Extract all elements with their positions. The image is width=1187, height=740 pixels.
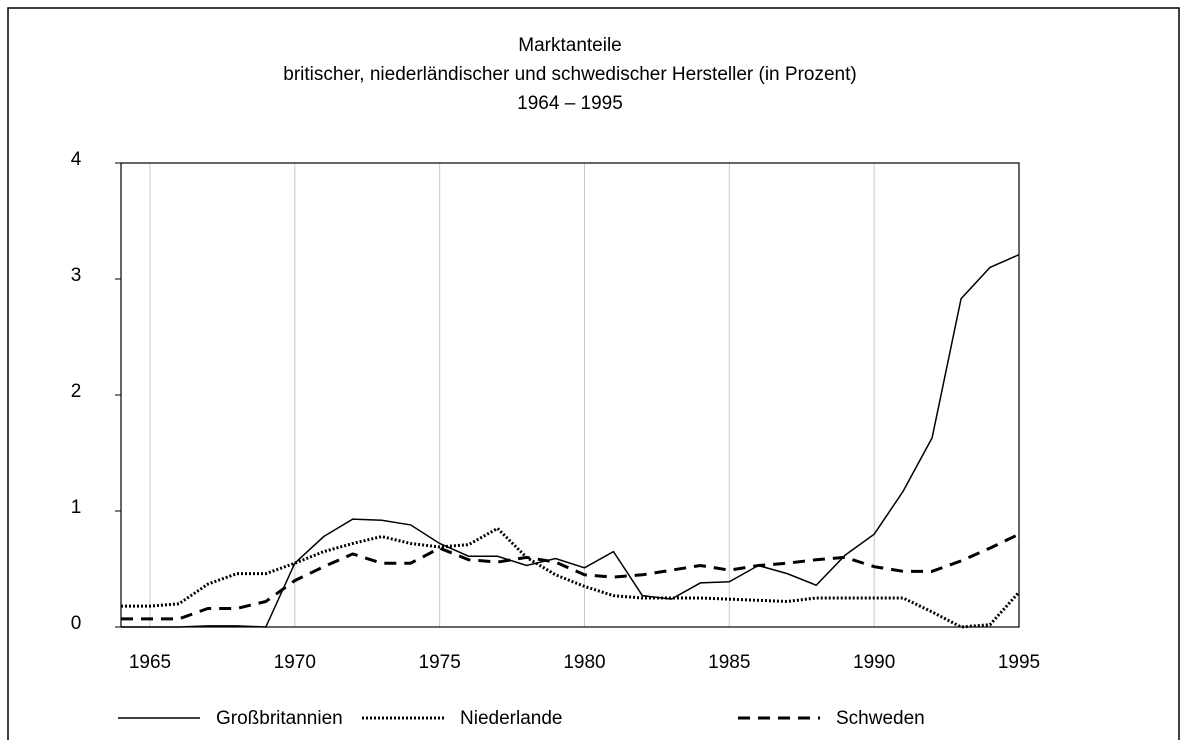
x-tick-label: 1995 xyxy=(998,652,1040,673)
x-tick-label: 1990 xyxy=(853,652,895,673)
x-tick-label: 1970 xyxy=(274,652,316,673)
legend-label: Schweden xyxy=(836,708,925,729)
y-tick-label: 4 xyxy=(71,149,82,170)
chart-title: 1964 – 1995 xyxy=(517,93,623,114)
legend-label: Großbritannien xyxy=(216,708,343,729)
x-tick-label: 1965 xyxy=(129,652,171,673)
y-tick-label: 1 xyxy=(71,497,82,518)
y-tick-label: 2 xyxy=(71,381,82,402)
x-tick-label: 1980 xyxy=(563,652,605,673)
y-tick-label: 3 xyxy=(71,265,82,286)
x-tick-label: 1975 xyxy=(419,652,461,673)
x-tick-label: 1985 xyxy=(708,652,750,673)
plot-frame xyxy=(120,162,1020,628)
series-line xyxy=(121,532,1020,621)
series-line xyxy=(121,526,1021,629)
series-line xyxy=(121,253,1020,628)
chart-title: britischer, niederländischer und schwedi… xyxy=(283,64,856,85)
legend-label: Niederlande xyxy=(460,708,562,729)
chart-title: Marktanteile xyxy=(518,35,622,56)
y-tick-label: 0 xyxy=(71,613,82,634)
frame xyxy=(7,7,1180,740)
